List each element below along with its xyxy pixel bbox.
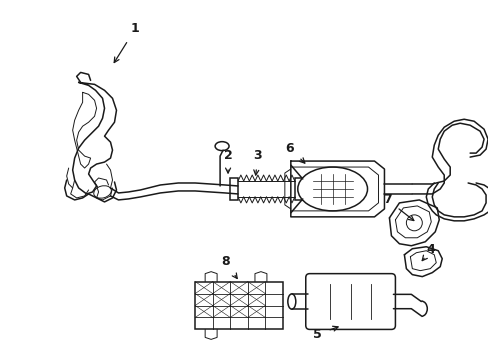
- Text: 1: 1: [114, 22, 140, 63]
- Text: 7: 7: [382, 193, 413, 221]
- Ellipse shape: [215, 141, 228, 150]
- FancyBboxPatch shape: [305, 274, 395, 329]
- Ellipse shape: [287, 294, 295, 309]
- Text: 5: 5: [313, 326, 337, 341]
- Ellipse shape: [94, 186, 111, 198]
- Text: 3: 3: [253, 149, 262, 175]
- Text: 6: 6: [285, 141, 304, 163]
- Text: 4: 4: [421, 243, 435, 261]
- Text: 2: 2: [223, 149, 232, 173]
- Ellipse shape: [406, 215, 422, 231]
- Ellipse shape: [297, 167, 367, 211]
- Bar: [195, 282, 282, 329]
- Text: 8: 8: [220, 255, 237, 279]
- Bar: [294, 178, 302, 200]
- Bar: [229, 178, 238, 200]
